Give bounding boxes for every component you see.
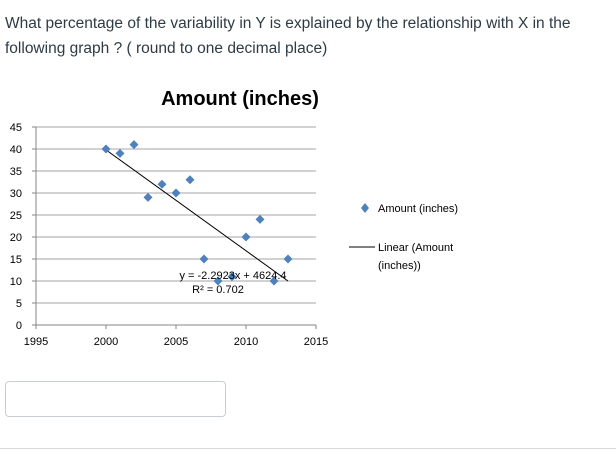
data-point xyxy=(213,276,223,286)
chart-axes: 0 5 10 15 20 25 30 35 40 45 1995 2000 2005 2010 2015 xyxy=(10,122,328,348)
y-tick-label: 30 xyxy=(10,188,22,200)
scatter-chart: Amount (inches) 0 5 10 15 20 25 30 35 40 45 1995 20… xyxy=(10,88,458,348)
chart-container: Amount (inches) 0 5 10 15 20 25 30 35 40 45 1995 20… xyxy=(0,80,616,360)
chart-points xyxy=(101,140,293,286)
r-squared-label: R² = 0.702 xyxy=(192,284,244,296)
data-point xyxy=(283,254,293,264)
x-tick-label: 2010 xyxy=(234,336,258,348)
data-point xyxy=(199,254,209,264)
y-tick-label: 5 xyxy=(16,298,22,310)
legend-marker-diamond xyxy=(361,203,369,213)
answer-input[interactable] xyxy=(5,381,226,417)
question-text: What percentage of the variability in Y … xyxy=(5,11,611,61)
data-point xyxy=(227,272,237,282)
x-tick-label: 2015 xyxy=(304,336,328,348)
y-tick-label: 10 xyxy=(10,276,22,288)
data-point xyxy=(269,276,279,286)
legend-label-trendline: Linear (Amount (inches)) xyxy=(378,242,456,272)
trendline-equation: y = -2.2923x + 4624.4 xyxy=(179,270,286,282)
data-point xyxy=(241,232,251,242)
y-tick-label: 45 xyxy=(10,122,22,134)
question-line-2: following graph ? ( round to one decimal… xyxy=(5,40,328,57)
y-tick-label: 25 xyxy=(10,210,22,222)
data-point xyxy=(171,188,181,198)
chart-legend: Amount (inches) Linear (Amount (inches)) xyxy=(349,203,458,272)
question-line-1: What percentage of the variability in Y … xyxy=(5,15,571,32)
chart-title: Amount (inches) xyxy=(161,88,319,110)
x-tick-label: 1995 xyxy=(24,336,48,348)
x-tick-label: 2005 xyxy=(164,336,188,348)
y-tick-label: 40 xyxy=(10,144,22,156)
trendline xyxy=(105,149,289,282)
data-point xyxy=(101,144,111,154)
divider xyxy=(0,448,616,449)
legend-label-series: Amount (inches) xyxy=(378,203,458,215)
data-point xyxy=(185,175,195,185)
y-tick-label: 35 xyxy=(10,166,22,178)
data-point xyxy=(143,192,153,202)
y-tick-label: 20 xyxy=(10,232,22,244)
data-point xyxy=(115,148,125,158)
data-point xyxy=(255,214,265,224)
data-point xyxy=(157,179,167,189)
chart-trendline-group xyxy=(105,149,289,282)
y-tick-label: 15 xyxy=(10,254,22,266)
x-tick-label: 2000 xyxy=(94,336,118,348)
y-tick-label: 0 xyxy=(16,320,22,332)
data-point xyxy=(129,140,139,150)
